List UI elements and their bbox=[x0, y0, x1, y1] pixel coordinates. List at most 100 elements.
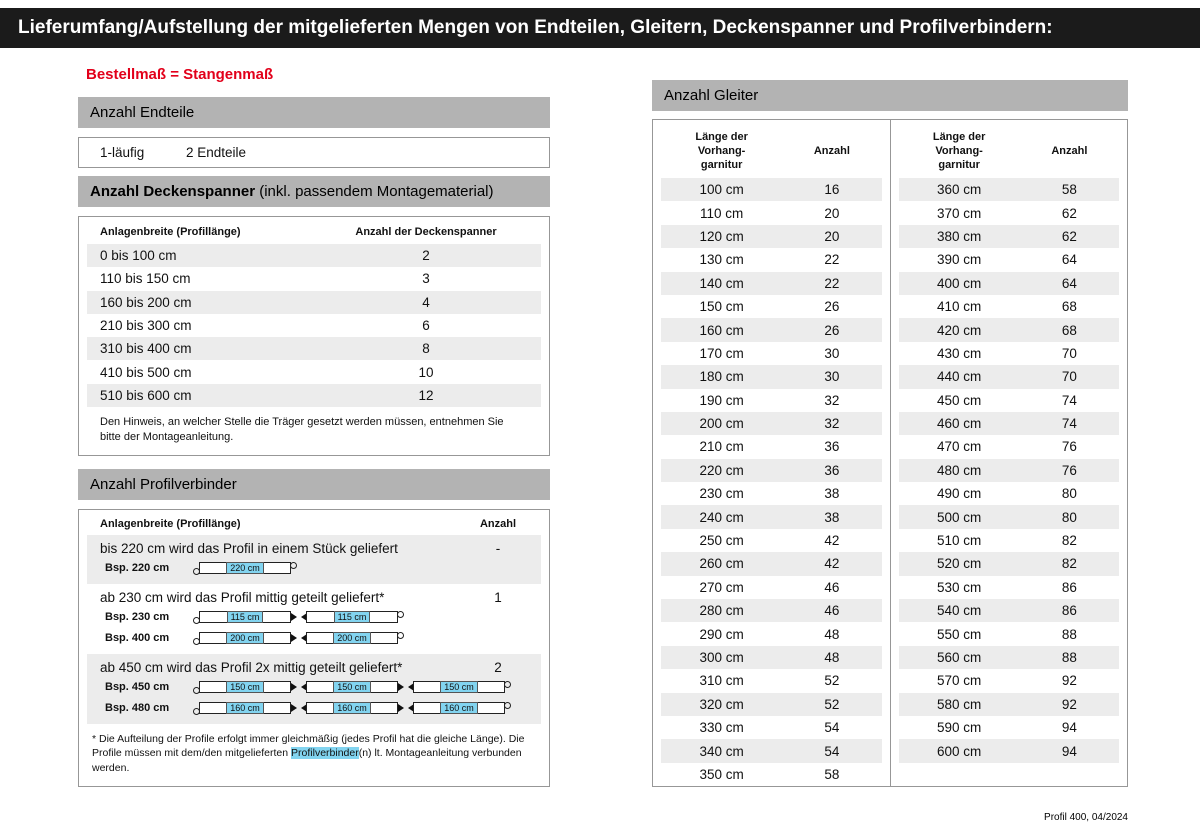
length-cell: 510 cm bbox=[936, 533, 982, 549]
length-cell: 450 cm bbox=[936, 392, 982, 408]
count-cell: 64 bbox=[1061, 252, 1077, 268]
table-row: 300 cm 48 bbox=[661, 645, 882, 670]
gleiter-table-left: Länge der Vorhang- garnitur Anzahl 100 c… bbox=[653, 120, 890, 786]
rail-segment: 150 cm bbox=[413, 681, 505, 694]
left-column: Bestellmaß = Stangenmaß Anzahl Endteile … bbox=[78, 56, 550, 787]
length-cell: 500 cm bbox=[936, 509, 982, 525]
section-header-profilverbinder: Anzahl Profilverbinder bbox=[78, 468, 550, 500]
length-cell: 340 cm bbox=[699, 743, 744, 759]
profile-rail-diagram: 115 cm 115 cm bbox=[193, 610, 404, 624]
length-cell: 310 cm bbox=[699, 673, 744, 689]
count-cell: 80 bbox=[1061, 486, 1077, 502]
count-cell: 70 bbox=[1061, 369, 1077, 385]
count-cell: 38 bbox=[824, 486, 840, 502]
count-cell: 58 bbox=[824, 766, 840, 782]
table-row: 500 cm 80 bbox=[898, 505, 1119, 529]
gleiter-table-right: Länge der Vorhang- garnitur Anzahl 360 c… bbox=[889, 120, 1128, 786]
profilverbinder-section-1: bis 220 cm wird das Profil in einem Stüc… bbox=[87, 534, 541, 584]
rail-segment: 220 cm bbox=[199, 562, 291, 575]
table-row: 410 cm 68 bbox=[899, 295, 1120, 318]
count-cell: 2 bbox=[422, 248, 430, 264]
profile-connector-icon bbox=[291, 704, 306, 712]
length-cell: 210 cm bbox=[699, 439, 744, 455]
table-row: 150 cm 26 bbox=[661, 295, 882, 318]
count-cell: 74 bbox=[1061, 416, 1077, 432]
rule-count: - bbox=[495, 540, 501, 556]
rail-segment: 160 cm bbox=[413, 702, 505, 715]
profile-example: Bsp. 450 cm 150 cm 150 cm 150 cm bbox=[87, 677, 541, 698]
count-cell: 36 bbox=[824, 439, 840, 455]
gleiter-table: Länge der Vorhang- garnitur Anzahl 100 c… bbox=[652, 119, 1128, 787]
length-cell: 590 cm bbox=[936, 720, 982, 736]
count-cell: 4 bbox=[422, 294, 430, 310]
count-cell: 86 bbox=[1061, 603, 1077, 619]
table-row: 370 cm 62 bbox=[899, 201, 1120, 224]
range-cell: 0 bis 100 cm bbox=[100, 248, 177, 264]
length-cell: 580 cm bbox=[936, 696, 982, 712]
rail-end-hook-icon bbox=[290, 561, 297, 569]
table-row: 580 cm 92 bbox=[898, 692, 1119, 716]
length-cell: 190 cm bbox=[699, 392, 744, 408]
segment-length-label: 150 cm bbox=[226, 681, 264, 694]
length-cell: 130 cm bbox=[699, 252, 744, 268]
length-cell: 260 cm bbox=[699, 556, 744, 572]
segment-length-label: 115 cm bbox=[226, 611, 264, 624]
count-cell: 52 bbox=[824, 696, 840, 712]
table-row: 280 cm 46 bbox=[661, 599, 882, 623]
length-cell: 480 cm bbox=[936, 462, 982, 478]
table-row: 110 cm 20 bbox=[661, 201, 882, 224]
profilverbinder-table-header: Anlagenbreite (Profillänge) Anzahl bbox=[87, 515, 541, 535]
rule-count: 2 bbox=[494, 659, 502, 675]
profile-rail-diagram: 200 cm 200 cm bbox=[193, 631, 404, 645]
profile-rail-diagram: 160 cm 160 cm 160 cm bbox=[193, 701, 511, 715]
table-row: 450 cm 74 bbox=[899, 389, 1120, 412]
table-row: 100 cm 16 bbox=[661, 178, 882, 202]
length-cell: 140 cm bbox=[699, 275, 744, 291]
rule-text: ab 450 cm wird das Profil 2x mittig gete… bbox=[100, 659, 403, 675]
profile-example: Bsp. 400 cm 200 cm 200 cm bbox=[87, 628, 541, 649]
deckenspanner-rows: 0 bis 100 cm 2 110 bis 150 cm 3 160 bis … bbox=[87, 244, 541, 408]
profile-connector-icon bbox=[291, 683, 306, 691]
example-label: Bsp. 480 cm bbox=[105, 702, 170, 715]
count-cell: 52 bbox=[824, 673, 840, 689]
footnote-highlight: Profilverbinder bbox=[291, 747, 359, 760]
table-row: 310 cm 52 bbox=[661, 669, 882, 692]
table-row: 210 cm 36 bbox=[661, 435, 882, 458]
length-cell: 600 cm bbox=[936, 743, 982, 759]
length-cell: 420 cm bbox=[936, 322, 982, 338]
section-header-gleiter: Anzahl Gleiter bbox=[652, 80, 1128, 111]
count-cell: 64 bbox=[1061, 275, 1077, 291]
table-row: 430 cm 70 bbox=[899, 342, 1120, 365]
footnote-text: (n) lt. Montageanleitung verbunden werde… bbox=[92, 747, 522, 775]
deckenspanner-header-suffix: (inkl. passendem Montagematerial) bbox=[255, 183, 494, 200]
range-cell: 210 bis 300 cm bbox=[100, 318, 192, 334]
length-cell: 570 cm bbox=[936, 673, 982, 689]
length-cell: 520 cm bbox=[936, 556, 982, 572]
count-cell: 8 bbox=[422, 341, 430, 357]
table-row: 440 cm 70 bbox=[898, 365, 1119, 389]
segment-length-label: 150 cm bbox=[333, 681, 371, 694]
profile-connector-icon bbox=[398, 704, 413, 712]
col-anlagenbreite: Anlagenbreite (Profillänge) bbox=[100, 517, 241, 530]
table-row: 410 bis 500 cm 10 bbox=[87, 360, 541, 383]
count-cell: 76 bbox=[1061, 462, 1077, 478]
example-label: Bsp. 450 cm bbox=[105, 681, 170, 694]
table-row: 340 cm 54 bbox=[661, 739, 882, 763]
gleiter-header: Länge der Vorhang- garnitur Anzahl bbox=[661, 120, 882, 178]
rail-segment: 200 cm bbox=[199, 632, 291, 645]
table-row: 510 bis 600 cm 12 bbox=[87, 383, 541, 408]
rail-end-hook-icon bbox=[397, 631, 404, 639]
count-cell: 32 bbox=[824, 416, 840, 432]
length-cell: 170 cm bbox=[699, 345, 744, 361]
rail-segment: 160 cm bbox=[306, 702, 398, 715]
count-cell: 12 bbox=[418, 387, 434, 403]
count-cell: 26 bbox=[824, 322, 840, 338]
gleiter-header: Länge der Vorhang- garnitur Anzahl bbox=[899, 120, 1120, 178]
deckenspanner-note: Den Hinweis, an welcher Stelle die Träge… bbox=[100, 416, 504, 443]
count-cell: 54 bbox=[824, 743, 840, 759]
range-cell: 110 bis 150 cm bbox=[100, 271, 191, 287]
table-row: 270 cm 46 bbox=[661, 576, 882, 599]
count-cell: 94 bbox=[1061, 743, 1077, 759]
table-row: 220 cm 36 bbox=[661, 458, 882, 483]
section-rule: ab 450 cm wird das Profil 2x mittig gete… bbox=[87, 657, 541, 677]
